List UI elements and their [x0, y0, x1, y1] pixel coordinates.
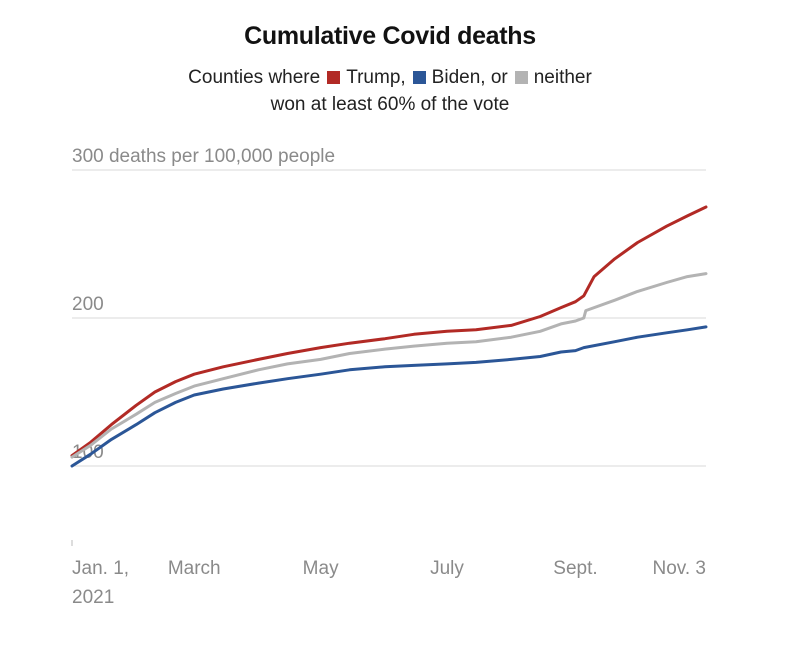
chart-subtitle-legend: Counties where Trump, Biden, or neither won…	[0, 64, 780, 118]
x-tick-label-5: Nov. 3	[652, 558, 706, 579]
y-tick-label-100: 100	[72, 442, 104, 463]
y-tick-label-300: 300 deaths per 100,000 people	[72, 146, 335, 167]
legend-swatch-trump	[327, 71, 341, 84]
x-tick-label-4: Sept.	[553, 558, 597, 579]
x-tick-label-1: March	[168, 558, 221, 579]
legend-line2: won at least 60% of the vote	[270, 94, 510, 115]
legend-label-trump: Trump,	[346, 67, 406, 88]
chart-title: Cumulative Covid deaths	[244, 22, 536, 50]
series-line-neither	[70, 272, 708, 459]
legend-swatch-neither	[514, 71, 528, 84]
legend-label-neither: neither	[533, 67, 592, 88]
series-line-biden	[70, 325, 708, 468]
legend-label-biden: Biden, or	[431, 67, 508, 88]
legend-prefix: Counties where	[188, 67, 321, 88]
series-line-trump	[70, 205, 708, 458]
x-tick-label-2: May	[303, 558, 339, 579]
x-tick-label-0: Jan. 1,	[72, 558, 129, 579]
y-tick-label-200: 200	[72, 294, 104, 315]
x-tick-label-0-line2: 2021	[72, 587, 114, 608]
x-tick-label-3: July	[430, 558, 464, 579]
legend-swatch-biden	[412, 71, 426, 84]
